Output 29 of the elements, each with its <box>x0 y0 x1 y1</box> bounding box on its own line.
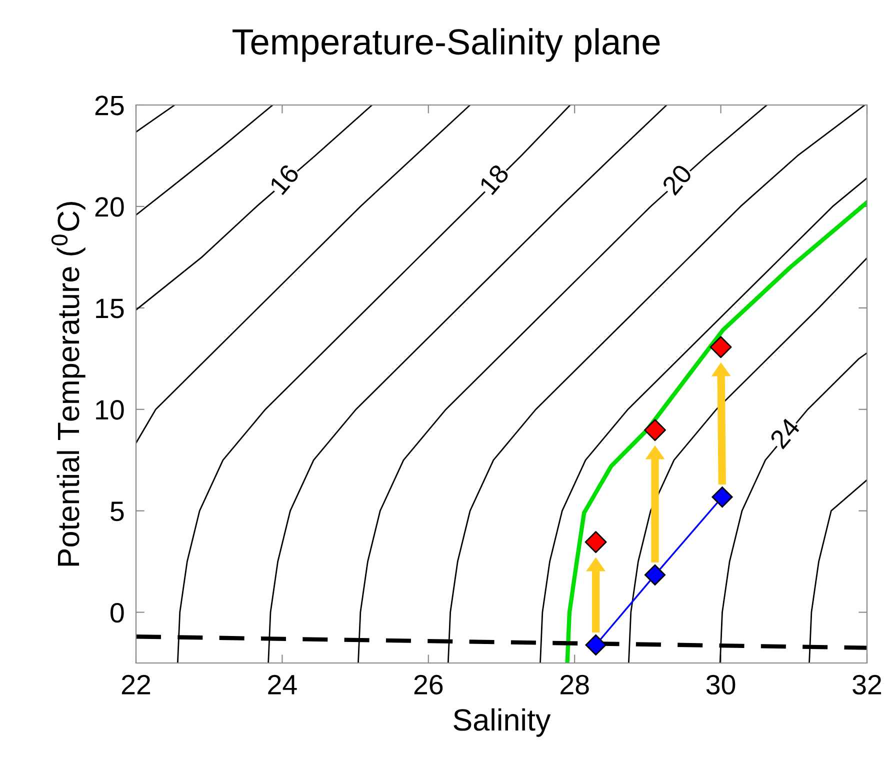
x-tick-label: 22 <box>122 674 150 694</box>
line-series <box>136 105 274 216</box>
annotation: 16 <box>268 163 300 196</box>
x-axis-title: Salinity <box>454 708 551 737</box>
point <box>585 634 606 656</box>
line-series <box>628 257 867 663</box>
x-tick-label: 28 <box>560 674 589 695</box>
y-tick-label: 5 <box>110 502 124 522</box>
annotation: 24 <box>769 416 801 450</box>
point <box>584 531 607 554</box>
point <box>712 486 733 508</box>
x-tick-label: 30 <box>706 674 736 695</box>
x-tick-label: 24 <box>268 674 297 694</box>
y-axis-title: Potential Temperature ($^{0}$C) <box>51 202 86 566</box>
point <box>710 336 732 358</box>
y-tick-label: 15 <box>96 298 124 318</box>
y-tick-label: 25 <box>95 96 124 116</box>
x-tick-label: 26 <box>414 674 443 695</box>
annotation: 20 <box>661 163 693 196</box>
line-series <box>136 105 471 444</box>
point <box>644 564 666 586</box>
chart-title: Temperature-Salinity plane <box>232 28 660 62</box>
line-series <box>136 105 373 311</box>
annotation: 18 <box>478 163 510 196</box>
y-tick-label: 10 <box>96 400 124 420</box>
y-tick-label: 20 <box>95 197 124 217</box>
x-tick-label: 32 <box>852 674 882 695</box>
point <box>644 419 666 442</box>
y-tick-label: 0 <box>110 602 124 623</box>
